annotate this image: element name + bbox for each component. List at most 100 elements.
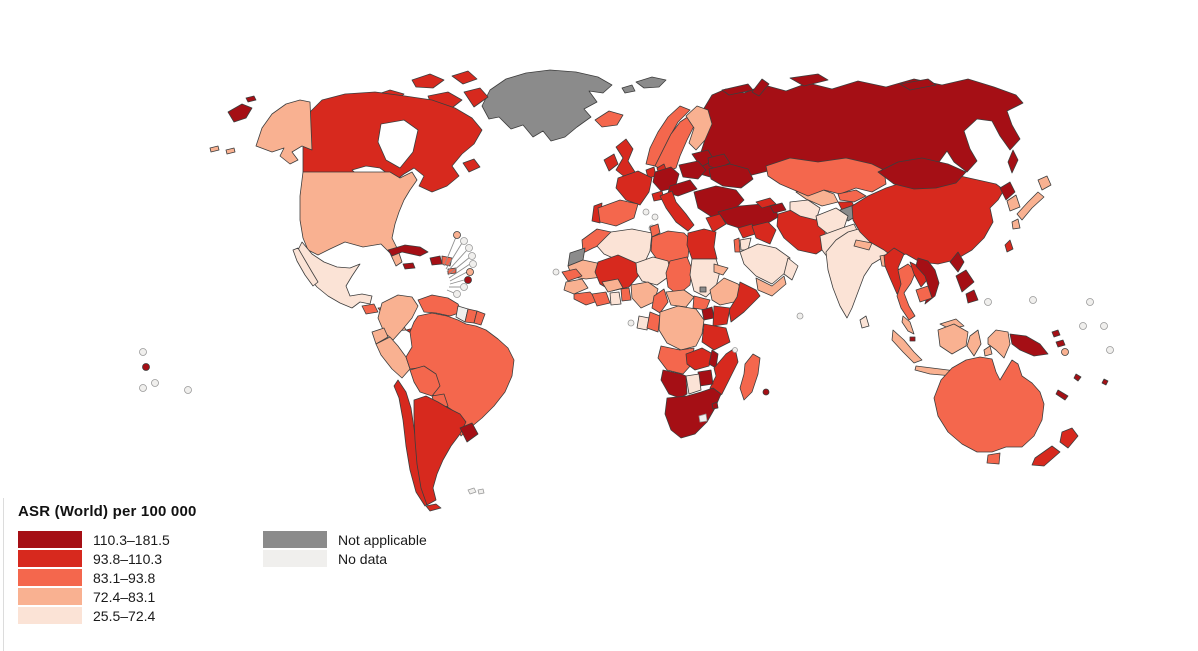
island-pacific[interactable]	[984, 298, 992, 306]
country-botswana[interactable]	[685, 373, 702, 395]
country-poland[interactable]	[678, 160, 707, 180]
island-pacific[interactable]	[1106, 346, 1114, 354]
country-azerbaijan[interactable]	[769, 202, 787, 214]
country-italy[interactable]	[659, 190, 695, 232]
country-mongolia[interactable]	[877, 157, 967, 190]
country-ecuador[interactable]	[371, 327, 389, 345]
territory-sudan-abyei[interactable]	[699, 286, 707, 293]
island-pacific[interactable]	[1086, 298, 1094, 306]
country-egypt[interactable]	[686, 228, 718, 260]
country-alaska[interactable]	[255, 99, 313, 165]
country-north-korea[interactable]	[999, 181, 1016, 201]
country-ivory-coast[interactable]	[591, 291, 611, 307]
country-mexico-baja[interactable]	[292, 247, 319, 287]
country-iceland[interactable]	[594, 110, 624, 128]
country-new-zealand[interactable]	[1059, 427, 1079, 449]
country-kyrgyzstan[interactable]	[837, 189, 867, 203]
country-kenya[interactable]	[712, 305, 731, 327]
country-newfoundland[interactable]	[462, 158, 481, 173]
country-chad[interactable]	[665, 256, 693, 296]
country-malaysia[interactable]	[901, 315, 915, 335]
island-pacific-red[interactable]	[142, 363, 150, 371]
country-falkland-islands[interactable]	[467, 487, 477, 495]
country-argentina[interactable]	[413, 395, 467, 506]
country-sierra-leone-liberia[interactable]	[573, 291, 599, 306]
country-new-zealand[interactable]	[1031, 445, 1061, 467]
island-seychelles[interactable]	[796, 312, 804, 320]
country-tanzania[interactable]	[701, 323, 731, 351]
island-equatorial-guinea[interactable]	[627, 319, 635, 327]
country-cameroon[interactable]	[651, 288, 669, 314]
country-greece[interactable]	[705, 213, 727, 233]
country-congo[interactable]	[646, 311, 661, 333]
country-sakhalin[interactable]	[1007, 149, 1019, 174]
country-svalbard[interactable]	[621, 84, 636, 94]
island-mediterranean[interactable]	[642, 208, 650, 216]
country-chukotka[interactable]	[245, 95, 257, 103]
country-spain[interactable]	[597, 199, 639, 227]
island-mauritius[interactable]	[762, 388, 770, 396]
country-philippines[interactable]	[965, 289, 979, 304]
country-japan[interactable]	[1011, 218, 1021, 230]
country-india[interactable]	[825, 227, 891, 319]
country-uk[interactable]	[615, 138, 636, 179]
country-niger[interactable]	[635, 256, 672, 286]
country-colombia[interactable]	[377, 294, 419, 341]
country-indonesia[interactable]	[891, 329, 923, 364]
country-cambodia[interactable]	[915, 285, 933, 303]
country-yemen[interactable]	[755, 275, 787, 297]
country-russian-arctic[interactable]	[721, 83, 754, 96]
country-canadian-arctic[interactable]	[451, 70, 478, 85]
country-togo-benin[interactable]	[620, 287, 632, 302]
country-eritrea[interactable]	[713, 263, 729, 276]
country-eswatini[interactable]	[711, 401, 719, 410]
country-iraq[interactable]	[751, 221, 777, 245]
island-polynesia[interactable]	[1101, 378, 1109, 386]
country-indonesia[interactable]	[987, 329, 1011, 359]
island-comoros[interactable]	[732, 347, 738, 353]
island-mediterranean[interactable]	[651, 213, 659, 221]
country-papua-new-guinea[interactable]	[1009, 333, 1049, 357]
island-antilles-8[interactable]	[460, 283, 468, 291]
country-canadian-arctic[interactable]	[463, 87, 489, 108]
country-jamaica[interactable]	[402, 262, 416, 270]
country-bolivia[interactable]	[409, 365, 441, 397]
country-zambia[interactable]	[685, 347, 714, 371]
island-antilles-6[interactable]	[466, 268, 474, 276]
country-peru[interactable]	[375, 336, 411, 379]
country-drc[interactable]	[658, 305, 705, 351]
country-nepal[interactable]	[853, 239, 873, 251]
island-pacific[interactable]	[1100, 322, 1108, 330]
island-antilles-4[interactable]	[468, 252, 476, 260]
country-sri-lanka[interactable]	[859, 315, 870, 329]
country-svalbard[interactable]	[635, 76, 667, 89]
island-cape-verde[interactable]	[552, 268, 560, 276]
country-japan[interactable]	[1016, 191, 1045, 221]
country-indonesia[interactable]	[966, 329, 982, 357]
island-pacific[interactable]	[139, 348, 147, 356]
country-taiwan[interactable]	[1004, 239, 1014, 253]
island-antilles-2[interactable]	[460, 237, 468, 245]
island-pacific[interactable]	[184, 386, 192, 394]
country-japan[interactable]	[1037, 175, 1052, 191]
country-france[interactable]	[615, 170, 653, 206]
country-falkland-islands[interactable]	[477, 488, 485, 495]
country-ireland[interactable]	[603, 153, 619, 172]
country-tunisia[interactable]	[649, 223, 661, 238]
country-israel[interactable]	[733, 237, 741, 253]
country-greenland[interactable]	[481, 69, 613, 142]
country-senegal[interactable]	[561, 268, 583, 282]
country-papua-new-guinea[interactable]	[1051, 329, 1061, 338]
country-french-guiana[interactable]	[473, 310, 486, 326]
country-aleutians[interactable]	[209, 145, 220, 153]
country-haiti[interactable]	[429, 255, 443, 266]
country-madagascar[interactable]	[739, 353, 761, 401]
country-finland[interactable]	[685, 105, 713, 151]
island-pacific[interactable]	[139, 384, 147, 392]
country-georgia[interactable]	[755, 197, 777, 209]
country-uruguay[interactable]	[459, 422, 479, 443]
country-burkina-faso[interactable]	[601, 278, 624, 293]
country-singapore[interactable]	[909, 336, 916, 342]
country-vietnam[interactable]	[915, 257, 940, 305]
country-russian-arctic[interactable]	[899, 78, 937, 91]
